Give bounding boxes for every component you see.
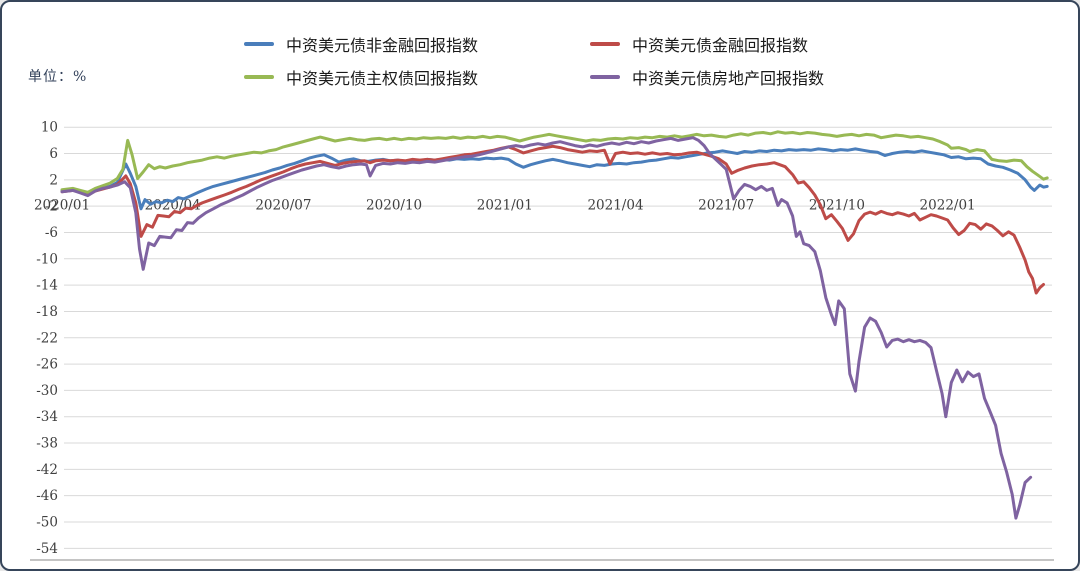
svg-text:-30: -30 bbox=[36, 383, 58, 399]
svg-text:10: 10 bbox=[41, 120, 58, 136]
legend-label-sovereign: 中资美元债主权债回报指数 bbox=[286, 69, 479, 88]
svg-text:-34: -34 bbox=[36, 409, 58, 425]
svg-text:-42: -42 bbox=[36, 462, 58, 478]
unit-label: 单位：% bbox=[28, 69, 88, 85]
legend-item-nonfinancial: 中资美元债非金融回报指数 bbox=[244, 32, 590, 56]
svg-text:-2: -2 bbox=[45, 199, 58, 215]
svg-text:-14: -14 bbox=[36, 278, 58, 294]
svg-text:2020/10: 2020/10 bbox=[366, 198, 422, 214]
svg-text:6: 6 bbox=[49, 146, 58, 162]
svg-text:-18: -18 bbox=[36, 304, 58, 320]
legend-label-financial: 中资美元债金融回报指数 bbox=[632, 36, 809, 55]
legend-item-financial: 中资美元债金融回报指数 bbox=[590, 32, 824, 56]
svg-text:2020/01: 2020/01 bbox=[34, 198, 90, 214]
legend-item-sovereign: 中资美元债主权债回报指数 bbox=[244, 65, 590, 89]
legend-swatch-financial bbox=[590, 42, 620, 46]
svg-text:2021/04: 2021/04 bbox=[587, 198, 643, 214]
legend-item-realestate: 中资美元债房地产回报指数 bbox=[590, 65, 824, 89]
legend-label-realestate: 中资美元债房地产回报指数 bbox=[632, 69, 825, 88]
svg-text:2020/07: 2020/07 bbox=[255, 198, 311, 214]
svg-text:-38: -38 bbox=[36, 436, 58, 452]
svg-text:2021/01: 2021/01 bbox=[477, 198, 533, 214]
svg-text:-22: -22 bbox=[36, 330, 58, 346]
legend-swatch-sovereign bbox=[244, 75, 274, 79]
svg-text:-50: -50 bbox=[36, 515, 58, 531]
svg-text:-10: -10 bbox=[36, 251, 58, 267]
legend: 中资美元债非金融回报指数 中资美元债金融回报指数 中资美元债主权债回报指数 中资… bbox=[244, 32, 824, 89]
svg-text:2021/07: 2021/07 bbox=[698, 198, 754, 214]
svg-text:-26: -26 bbox=[36, 357, 58, 373]
legend-label-nonfinancial: 中资美元债非金融回报指数 bbox=[286, 36, 479, 55]
svg-text:2: 2 bbox=[49, 172, 58, 188]
svg-text:2022/01: 2022/01 bbox=[920, 198, 976, 214]
svg-text:-6: -6 bbox=[45, 225, 58, 241]
svg-text:-54: -54 bbox=[36, 541, 58, 557]
svg-text:-46: -46 bbox=[36, 488, 58, 504]
legend-swatch-nonfinancial bbox=[244, 42, 274, 46]
legend-swatch-realestate bbox=[590, 75, 620, 79]
